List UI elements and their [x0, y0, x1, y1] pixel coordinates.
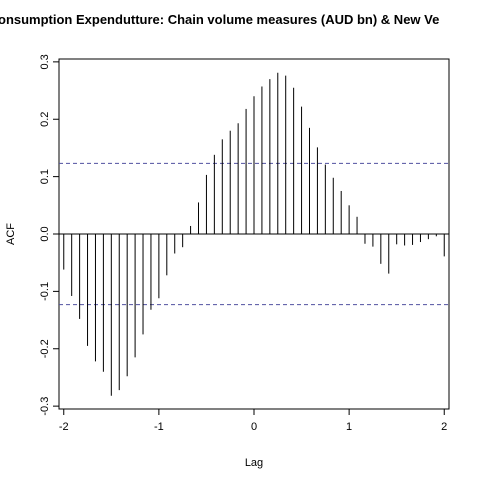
x-tick-label: 2	[441, 421, 447, 433]
plot-layer: -2 -1 0 1 2 -0.3 -0.2 -0.1 0.0 0.1 0.2 0.3	[39, 54, 450, 433]
y-tick-label: -0.2	[39, 339, 51, 358]
chart-title: onsumption Expendutture: Chain volume me…	[0, 12, 439, 27]
y-tick-label: 0.0	[39, 226, 51, 241]
y-tick-label: 0.2	[39, 112, 51, 127]
x-tick-label: 1	[346, 421, 352, 433]
y-tick-label: -0.1	[39, 282, 51, 301]
x-tick-label: -2	[59, 421, 69, 433]
y-tick-label: 0.1	[39, 169, 51, 184]
x-axis-label: Lag	[245, 457, 263, 469]
y-axis-label: ACF	[5, 223, 17, 245]
y-tick-label: 0.3	[39, 54, 51, 69]
y-tick-label: -0.3	[39, 397, 51, 416]
x-tick-label: -1	[154, 421, 164, 433]
x-tick-label: 0	[251, 421, 257, 433]
